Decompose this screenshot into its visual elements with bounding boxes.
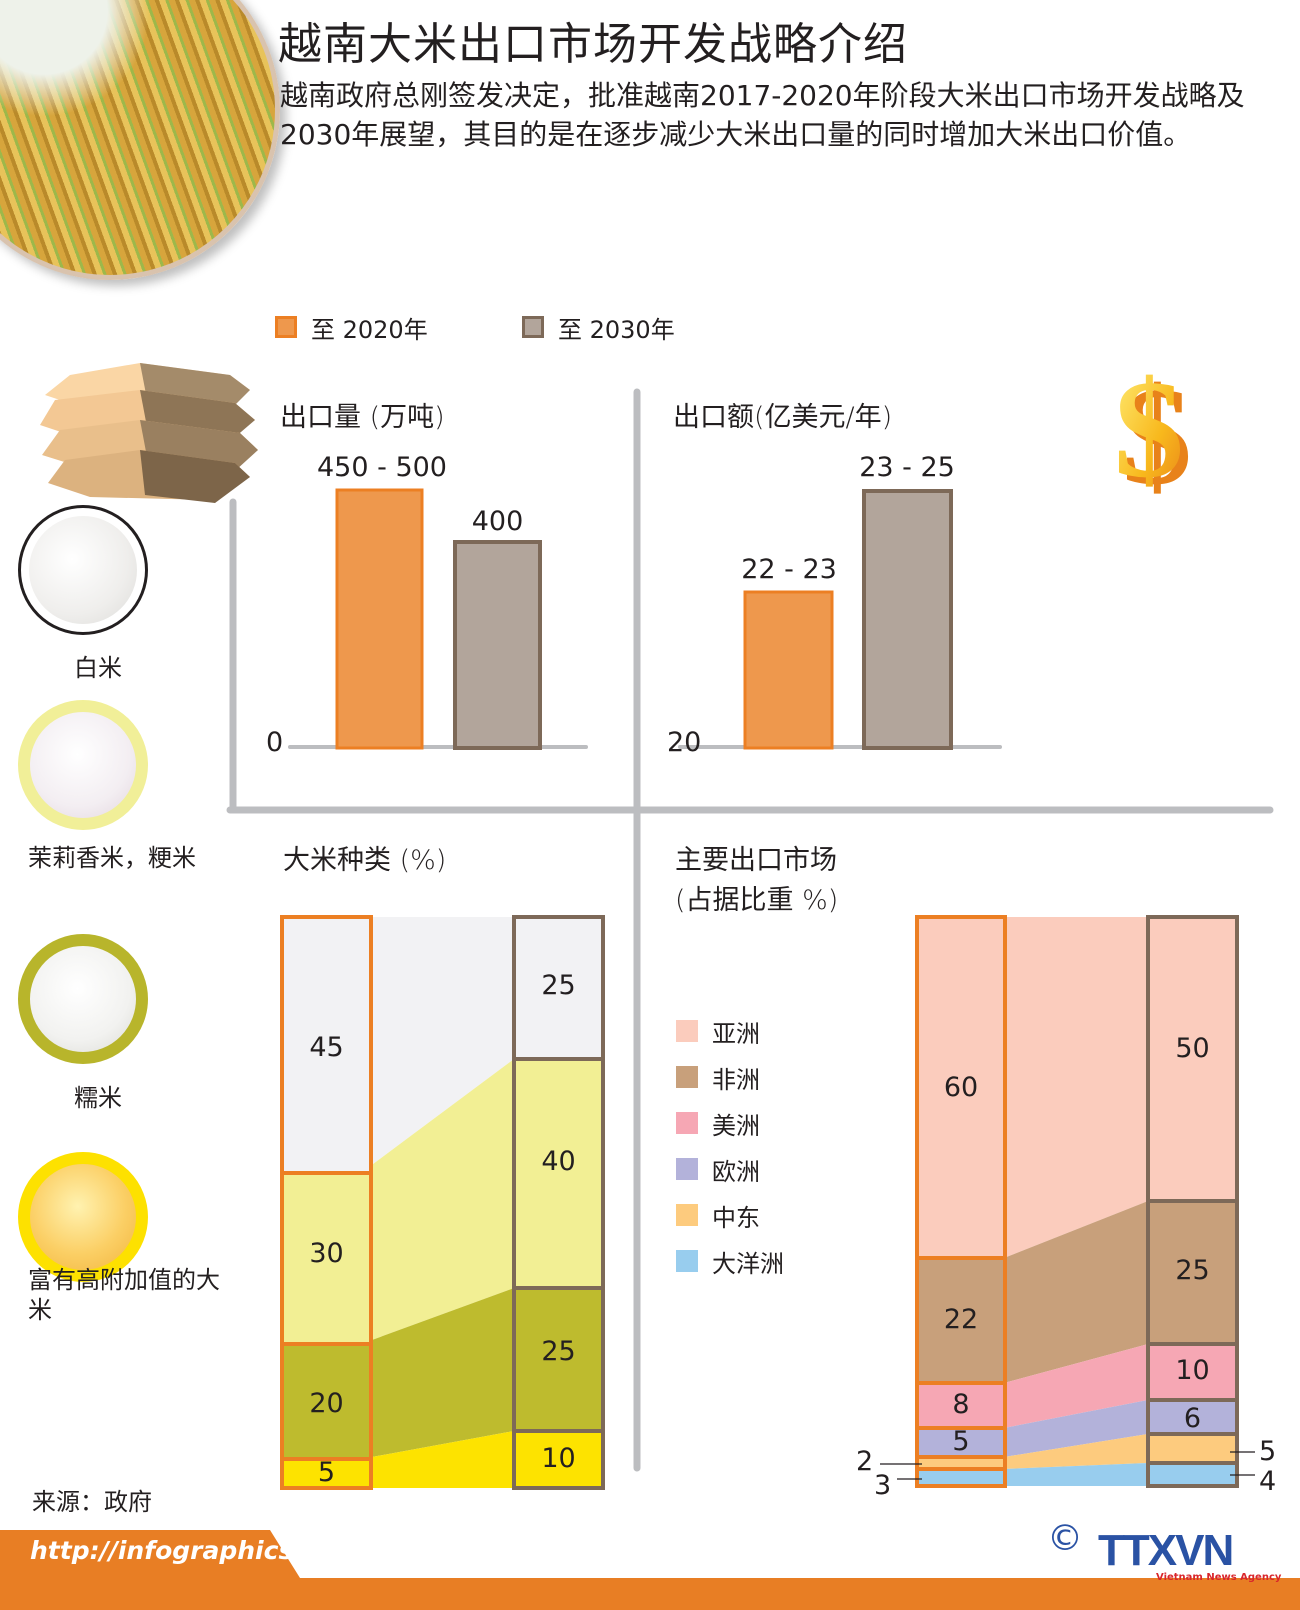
markets-legend: 亚洲 非洲 美洲 欧洲 中东 大洋洲 [676,1016,784,1278]
legend-middle-east: 中东 [676,1200,784,1232]
markets-chart-title-line1: 主要出口市场 [675,845,837,876]
legend-swatch-2030 [522,316,544,338]
markets-2030-americas: 10 [1175,1355,1210,1386]
svg-text:$: $ [1122,359,1192,498]
legend-europe: 欧洲 [676,1154,784,1186]
legend-asia: 亚洲 [676,1016,784,1048]
rice-types-2020-high-value: 5 [317,1457,336,1488]
rice-types-2030-high-value: 10 [541,1443,576,1474]
page-title: 越南大米出口市场开发战略介绍 [278,19,908,70]
volume-bar-2020 [335,488,424,750]
legend-swatch-2020 [275,316,297,338]
svg-text:$: $ [1114,358,1184,498]
glutinous-rice-label: 糯米 [74,1084,122,1112]
intro-text: 越南政府总刚签发决定，批准越南2017-2020年阶段大米出口市场开发战略及20… [280,79,1245,151]
markets-2030-asia: 50 [1175,1033,1210,1064]
markets-2020-middle-east: 2 [856,1446,874,1477]
value-bar-2030 [862,489,953,750]
value-label-2020: 22 - 23 [741,554,837,585]
markets-2020-africa: 22 [943,1304,979,1335]
footer-tab [0,1530,300,1578]
copyright-icon: © [1047,1518,1083,1559]
markets-2030-middle-east: 5 [1259,1436,1277,1467]
footer-url-link[interactable]: http://infographics.vn [30,1536,337,1565]
rice-types-2020-jasmine: 30 [309,1238,344,1269]
volume-baseline-label: 0 [266,727,284,758]
volume-chart-title: 出口量 (万吨) [280,402,445,433]
legend-2020: 至 2020年 [275,312,428,344]
markets-2020-oceania: 3 [874,1470,892,1501]
white-rice-image [18,505,148,635]
volume-label-2030: 400 [471,506,524,537]
legend-label-2020: 至 2020年 [311,315,428,344]
markets-2020-asia: 60 [943,1072,979,1103]
jasmine-rice-label: 茉莉香米，粳米 [28,844,196,872]
markets-2030-oceania: 4 [1259,1466,1277,1497]
rice-types-chart-title: 大米种类 (%) [283,845,447,876]
legend-oceania: 大洋洲 [676,1246,784,1278]
value-chart-title: 出口额(亿美元/年) [673,402,893,433]
rice-types-2020-white: 45 [309,1032,344,1063]
ttxvn-subtitle: Vietnam News Agency [1156,1572,1282,1583]
markets-2020-europe: 5 [952,1426,970,1457]
footer-bar [0,1578,1300,1610]
volume-bar-2030 [453,540,542,750]
legend-2030: 至 2030年 [522,312,675,344]
value-baseline-label: 20 [667,727,702,758]
rice-types-2020-glutinous: 20 [309,1388,344,1419]
dollar-sign-icon: $ $ [1114,358,1192,498]
volume-label-2020: 450 - 500 [317,452,447,483]
legend-label-2030: 至 2030年 [558,315,675,344]
value-label-2030: 23 - 25 [859,452,955,483]
rice-types-2030-white: 25 [541,970,576,1001]
markets-2030-europe: 6 [1183,1403,1202,1434]
source-note: 来源：政府 [32,1488,152,1516]
value-bar-2020 [743,590,834,750]
rice-types-2030-jasmine: 40 [541,1146,576,1177]
ttxvn-logo: TTXVN [1098,1526,1234,1575]
white-rice-label: 白米 [74,654,122,682]
markets-2030-africa: 25 [1175,1255,1210,1286]
jasmine-rice-image [18,700,148,830]
rice-types-2030-glutinous: 25 [541,1336,576,1367]
legend-americas: 美洲 [676,1108,784,1140]
legend-africa: 非洲 [676,1062,784,1094]
markets-chart-title-line2: (占据比重 %) [675,885,839,916]
rice-sacks-icon [40,363,258,503]
high-value-rice-label: 富有高附加值的大米 [28,1266,220,1324]
markets-2020-americas: 8 [952,1389,970,1420]
